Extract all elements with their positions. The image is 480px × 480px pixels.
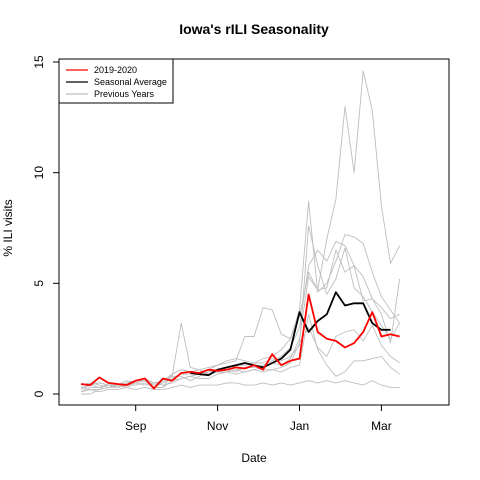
axes-layer: 0 5 10 15 Sep Nov Jan Mar	[32, 55, 392, 433]
series-line-previous-7	[80, 313, 400, 388]
legend: 2019-2020 Seasonal Average Previous Year…	[58, 58, 174, 104]
series-layer	[80, 70, 401, 395]
x-tick-label-2: Jan	[290, 419, 309, 433]
x-axis-title: Date	[241, 451, 267, 465]
legend-box	[58, 58, 174, 104]
legend-label-previous: Previous Years	[94, 89, 155, 99]
x-tick-label-0: Sep	[125, 419, 147, 433]
y-tick-label-2: 10	[32, 166, 46, 180]
series-line-previous-8	[80, 380, 400, 393]
chart-title: Iowa's rILI Seasonality	[179, 21, 329, 37]
x-tick-label-1: Nov	[207, 419, 228, 433]
y-axis-title: % ILI visits	[1, 199, 15, 256]
y-tick-label-3: 15	[32, 55, 46, 69]
legend-label-current: 2019-2020	[94, 65, 137, 75]
series-line-current	[80, 293, 400, 390]
legend-label-average: Seasonal Average	[94, 77, 167, 87]
series-line-average	[190, 291, 391, 377]
plot-frame	[58, 58, 450, 406]
series-line-previous-6	[80, 324, 400, 391]
y-tick-label-1: 5	[32, 280, 46, 287]
x-tick-label-3: Mar	[371, 419, 392, 433]
y-tick-label-0: 0	[32, 390, 46, 397]
